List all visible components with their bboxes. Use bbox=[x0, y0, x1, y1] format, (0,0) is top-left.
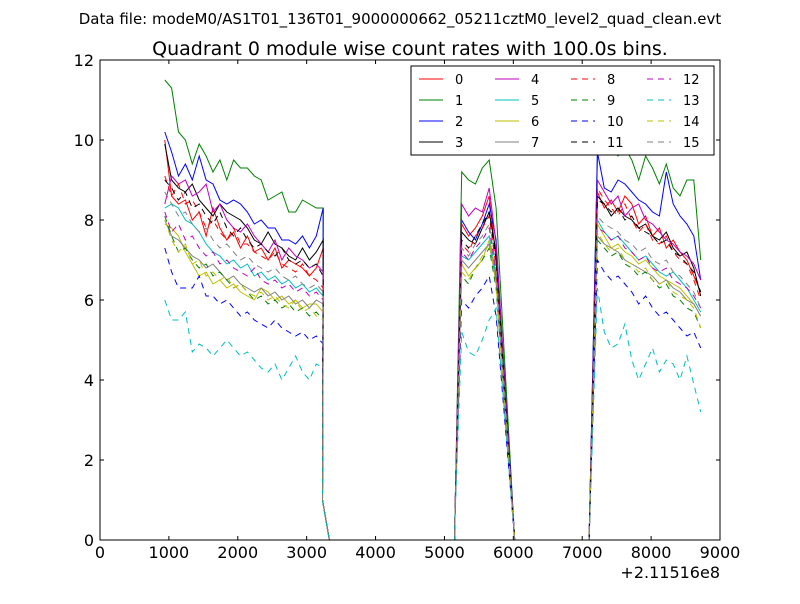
x-offset-label: +2.11516e8 bbox=[620, 563, 720, 582]
series-line-13 bbox=[164, 287, 702, 541]
legend-label-7: 7 bbox=[531, 136, 539, 151]
legend-label-6: 6 bbox=[531, 115, 539, 130]
legend-label-3: 3 bbox=[455, 136, 463, 151]
x-tick-label: 0 bbox=[95, 543, 105, 562]
x-tick-label: 8000 bbox=[631, 543, 672, 562]
legend-label-13: 13 bbox=[683, 94, 700, 109]
x-tick-label: 3000 bbox=[286, 543, 327, 562]
y-tick-label: 8 bbox=[84, 211, 94, 230]
legend-label-4: 4 bbox=[531, 73, 539, 88]
legend-label-8: 8 bbox=[607, 73, 615, 88]
figure-suptitle: Data file: modeM0/AS1T01_136T01_90000006… bbox=[79, 10, 722, 29]
y-tick-label: 12 bbox=[74, 51, 94, 70]
series-line-7 bbox=[164, 219, 702, 541]
series-line-4 bbox=[164, 174, 702, 541]
x-tick-label: 5000 bbox=[424, 543, 465, 562]
legend-box bbox=[410, 65, 715, 156]
legend-label-14: 14 bbox=[683, 115, 700, 130]
series-line-8 bbox=[164, 175, 702, 541]
x-tick-label: 9000 bbox=[700, 543, 741, 562]
y-tick-label: 6 bbox=[84, 291, 94, 310]
legend-label-9: 9 bbox=[607, 94, 615, 109]
legend-label-1: 1 bbox=[455, 94, 463, 109]
y-tick-label: 4 bbox=[84, 371, 94, 390]
series-line-15 bbox=[164, 191, 702, 541]
legend-label-15: 15 bbox=[683, 136, 700, 151]
series-line-9 bbox=[164, 215, 702, 541]
legend-label-11: 11 bbox=[607, 136, 624, 151]
series-line-12 bbox=[164, 211, 702, 541]
x-tick-label: 1000 bbox=[149, 543, 190, 562]
series-line-14 bbox=[164, 219, 702, 541]
legend-label-5: 5 bbox=[531, 94, 539, 109]
y-tick-label: 2 bbox=[84, 451, 94, 470]
chart-title: Quadrant 0 module wise count rates with … bbox=[152, 38, 668, 60]
x-tick-label: 6000 bbox=[493, 543, 534, 562]
axes: 0 1000 2000 3000 4000 5000 6000 7000 8000 9000 0 2 4… bbox=[74, 51, 741, 562]
x-tick-label: 7000 bbox=[562, 543, 603, 562]
x-tick-label: 2000 bbox=[217, 543, 258, 562]
x-tick-label: 4000 bbox=[355, 543, 396, 562]
legend-label-12: 12 bbox=[683, 73, 700, 88]
series-line-10 bbox=[164, 247, 702, 541]
legend-label-0: 0 bbox=[455, 73, 463, 88]
legend-label-2: 2 bbox=[455, 115, 463, 130]
series-line-6 bbox=[164, 222, 702, 541]
y-tick-label: 0 bbox=[84, 531, 94, 550]
legend-label-10: 10 bbox=[607, 115, 624, 130]
series-line-0 bbox=[164, 139, 702, 541]
y-tick-label: 10 bbox=[74, 131, 94, 150]
